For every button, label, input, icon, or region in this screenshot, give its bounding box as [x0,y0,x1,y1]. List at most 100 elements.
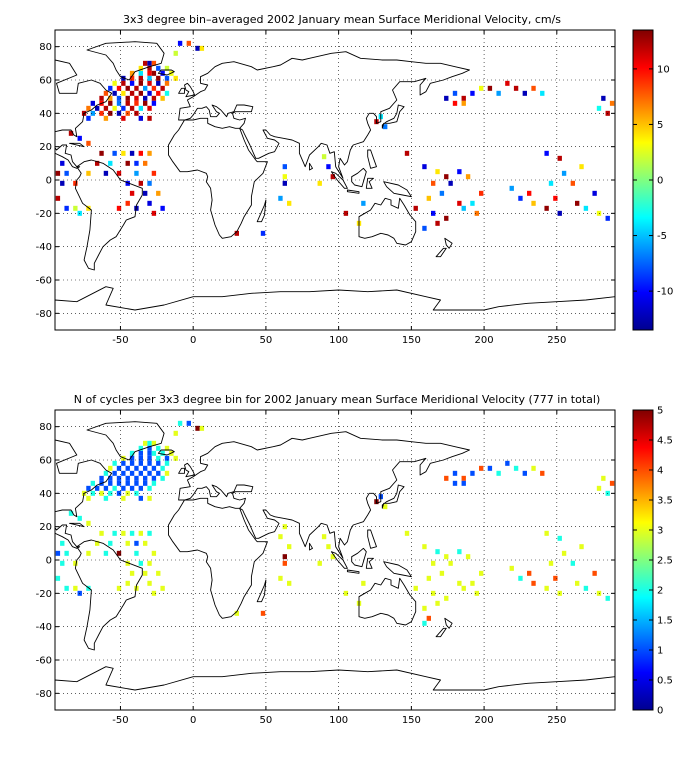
x-tick-label: 100 [329,335,348,346]
data-cell [278,575,283,581]
data-cell [147,485,152,491]
data-cell [95,160,100,166]
data-cell [112,470,117,476]
data-cell [121,105,126,111]
data-cell [343,590,349,596]
data-cell [103,470,109,476]
colorbar-tick-label: 4 [657,466,663,477]
colorbar-tick-label: 3 [657,526,663,537]
data-cell [452,480,458,486]
data-cell [86,495,91,501]
data-cell [116,205,122,211]
data-cell [151,100,157,106]
data-cell [321,154,327,160]
data-cell [68,130,74,136]
data-cell [129,90,135,96]
data-cell [431,590,436,596]
data-cell [465,554,471,560]
data-cell [151,465,157,471]
data-cell [116,480,122,486]
data-cell [177,420,183,426]
data-cell [125,95,130,101]
data-cell [575,200,580,206]
data-cell [55,575,61,581]
coastline-africa [168,117,268,239]
data-cell [601,475,606,481]
y-tick-label: -20 [36,209,52,220]
data-cell [112,90,117,96]
data-cell [125,200,130,206]
data-cell [147,70,152,76]
data-cell [326,164,331,170]
data-cell [540,470,545,476]
x-tick-label: 150 [402,335,421,346]
data-cell [431,180,436,186]
coastline-britain [184,462,196,478]
data-cell [134,170,139,176]
data-cell [121,90,126,96]
coastline-ireland [178,87,185,94]
panel-2-colorbar: 5 4.5 4 3.5 3 2.5 2 1.5 1 0.5 0 [632,406,673,717]
data-cell [186,420,191,426]
data-cell [147,460,152,466]
x-tick-label: 50 [260,335,273,346]
data-cell [129,450,135,456]
data-cell [86,105,91,111]
data-cell [108,465,113,471]
data-cell [505,460,510,466]
y-tick-label: -60 [36,656,52,667]
data-cell [138,485,143,491]
coastline-new-zealand-n [444,617,453,629]
data-cell [147,75,152,81]
data-cell [509,565,514,571]
data-cell [99,110,104,116]
data-cell [134,490,139,496]
x-tick-label: 0 [190,335,196,346]
data-cell [125,100,130,106]
data-cell [361,580,366,586]
coastline-new-zealand-n [444,237,453,249]
data-cell [282,174,287,180]
data-cell [86,205,91,211]
data-cell [143,440,148,446]
panel-1-colorbar: 10 5 0 -5 -10 [632,29,673,331]
data-cell [177,40,183,46]
data-cell [143,480,148,486]
data-cell [129,460,135,466]
data-cell [531,85,536,91]
data-cell [164,460,170,466]
data-cell [452,470,458,476]
data-cell [156,460,161,466]
data-cell [343,210,349,216]
y-tick-label: 20 [39,142,52,153]
data-cell [461,95,466,101]
data-cell [487,465,493,471]
data-cell [143,100,148,106]
coastline-philippines [367,149,377,169]
data-cell [125,580,130,586]
data-cell [147,150,152,156]
data-cell [444,215,449,221]
data-cell [470,580,475,586]
data-cell [147,115,152,121]
coastline-britain [184,82,196,98]
data-cell [147,60,152,66]
panel-1-coastlines [55,41,615,330]
data-cell [383,504,388,510]
data-cell [138,445,143,451]
data-cell [86,115,91,121]
data-cell [422,605,427,611]
data-cell [86,520,91,526]
data-cell [116,170,122,176]
data-cell [422,164,427,170]
data-cell [60,540,65,546]
data-cell [103,90,109,96]
panel-1-data-cells [55,40,615,236]
colorbar-tick-label: 1 [657,646,663,657]
data-cell [121,150,126,156]
data-cell [129,70,135,76]
data-cell [112,80,117,86]
data-cell [108,110,113,116]
